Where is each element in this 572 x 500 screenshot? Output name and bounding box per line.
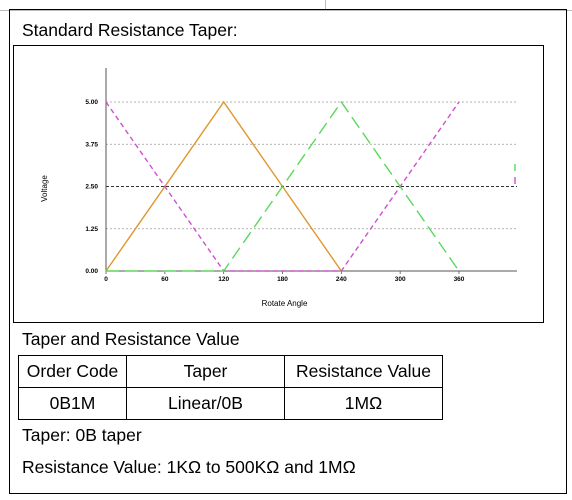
document-frame: [9, 9, 567, 494]
x-axis-label: Rotate Angle: [262, 299, 308, 308]
x-tick-label: 0: [104, 276, 108, 283]
y-tick-label: 0.00: [85, 268, 98, 275]
cell-order-code: 0B1M: [18, 387, 127, 420]
series-line-1: [105, 100, 342, 272]
x-tick-label: 120: [218, 276, 229, 283]
y-tick-label: 2.50: [85, 184, 98, 191]
x-tick-label: 180: [277, 276, 288, 283]
x-tick-label: 300: [395, 276, 406, 283]
y-tick-label: 1.25: [85, 226, 98, 233]
header-resistance-value: Resistance Value: [284, 355, 443, 388]
table-row: 0B1M Linear/0B 1MΩ: [18, 387, 443, 420]
taper-note: Taper: 0B taper: [22, 425, 142, 445]
table-header-row: Order Code Taper Resistance Value: [18, 355, 443, 388]
y-axis-label: Voltage: [40, 175, 49, 202]
taper-chart: 0.00 1.25 2.50 3.75 5.00 0 60 120 180 240 300 360 R…: [13, 45, 544, 323]
cell-resistance-value: 1MΩ: [284, 387, 443, 420]
x-tick-label: 60: [161, 276, 169, 283]
header-order-code: Order Code: [18, 355, 127, 388]
header-taper: Taper: [126, 355, 285, 388]
taper-chart-svg: 0.00 1.25 2.50 3.75 5.00 0 60 120 180 240 300 360 R…: [40, 68, 517, 308]
x-tick-label: 360: [454, 276, 465, 283]
top-border: [0, 0, 572, 11]
resistance-note: Resistance Value: 1KΩ to 500KΩ and 1MΩ: [22, 457, 356, 477]
x-tick-label: 240: [336, 276, 347, 283]
series-line-3: [106, 100, 460, 272]
y-tick-label: 3.75: [85, 141, 98, 148]
cell-taper: Linear/0B: [126, 387, 285, 420]
taper-section-title: Standard Resistance Taper:: [22, 20, 238, 40]
taper-resistance-table: Order Code Taper Resistance Value 0B1M L…: [18, 355, 443, 420]
y-tick-label: 5.00: [85, 99, 98, 106]
table-section-title: Taper and Resistance Value: [22, 329, 240, 349]
